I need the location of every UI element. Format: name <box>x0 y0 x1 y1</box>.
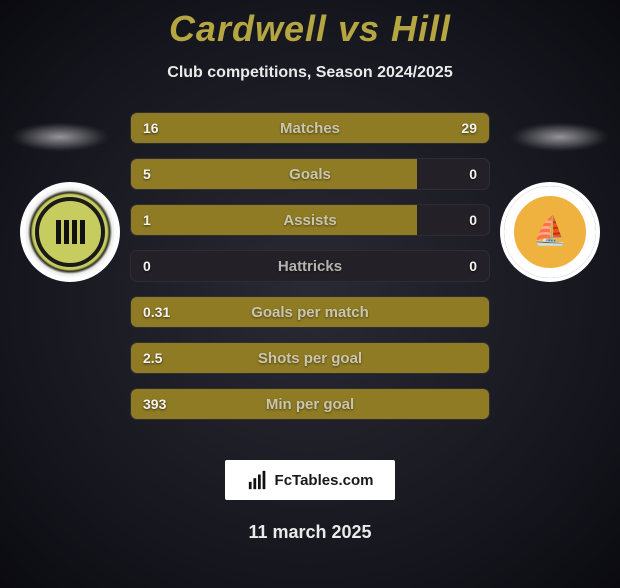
page-title: Cardwell vs Hill <box>0 8 620 50</box>
stat-label: Shots per goal <box>203 350 417 367</box>
stat-value-left: 16 <box>143 120 203 136</box>
stat-row: 2.5 Shots per goal <box>130 342 490 374</box>
shadow-left <box>10 122 110 152</box>
shadow-right <box>510 122 610 152</box>
team-crest-left <box>20 182 120 282</box>
crest-stripes-icon <box>56 220 85 244</box>
ship-icon: ⛵ <box>533 214 568 247</box>
stat-row: 1 Assists 0 <box>130 204 490 236</box>
stat-label: Min per goal <box>203 396 417 413</box>
stat-row: 5 Goals 0 <box>130 158 490 190</box>
team-crest-right: ⛵ <box>500 182 600 282</box>
site-attribution[interactable]: FcTables.com <box>225 460 395 500</box>
stat-label: Assists <box>203 212 417 229</box>
stat-row: 0.31 Goals per match <box>130 296 490 328</box>
stat-value-left: 0.31 <box>143 304 203 320</box>
stat-value-right: 0 <box>417 212 477 228</box>
crest-ring: ⛵ <box>504 186 596 278</box>
stat-label: Goals per match <box>203 304 417 321</box>
stats-column: 16 Matches 29 5 Goals 0 1 Assists 0 0 Ha… <box>130 112 490 420</box>
stat-label: Hattricks <box>203 258 417 275</box>
site-name: FcTables.com <box>275 472 374 489</box>
stat-row: 393 Min per goal <box>130 388 490 420</box>
comparison-panel: ⛵ 16 Matches 29 5 Goals 0 1 Assists 0 <box>0 112 620 432</box>
stat-value-left: 2.5 <box>143 350 203 366</box>
stat-row: 0 Hattricks 0 <box>130 250 490 282</box>
chart-icon <box>247 469 269 491</box>
stat-value-right: 0 <box>417 166 477 182</box>
stat-value-right: 0 <box>417 258 477 274</box>
stat-value-left: 1 <box>143 212 203 228</box>
stat-label: Matches <box>203 120 417 137</box>
stat-value-left: 5 <box>143 166 203 182</box>
crest-inner-ring <box>35 197 105 267</box>
stat-value-right: 29 <box>417 120 477 136</box>
stat-value-left: 393 <box>143 396 203 412</box>
subtitle: Club competitions, Season 2024/2025 <box>0 64 620 82</box>
stat-row: 16 Matches 29 <box>130 112 490 144</box>
stat-value-left: 0 <box>143 258 203 274</box>
date-label: 11 march 2025 <box>0 522 620 543</box>
stat-label: Goals <box>203 166 417 183</box>
